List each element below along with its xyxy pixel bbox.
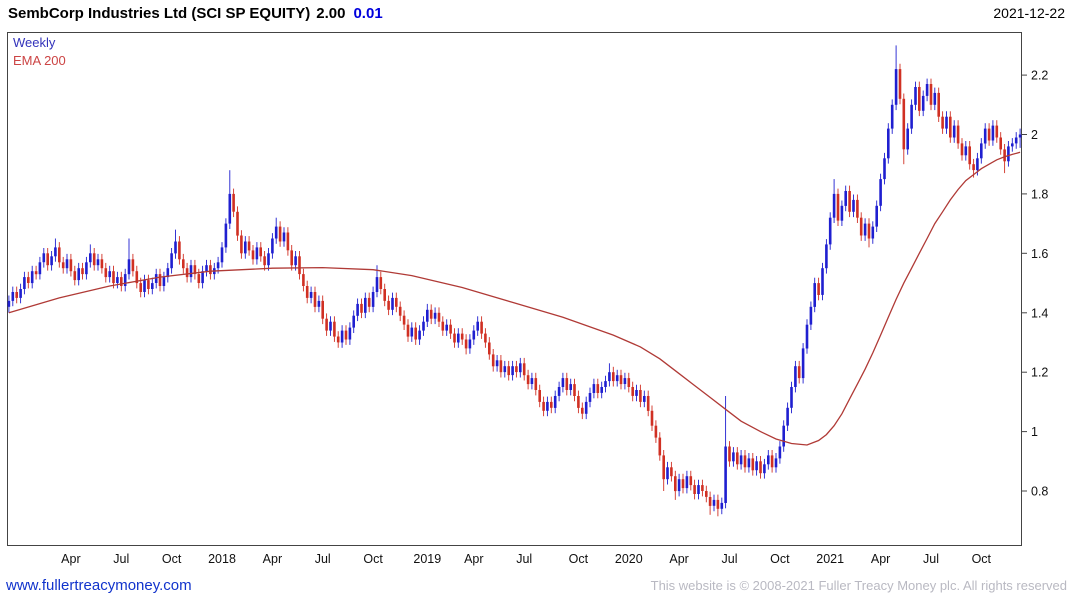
last-price: 2.00: [316, 5, 346, 22]
svg-text:2021: 2021: [816, 552, 844, 566]
chart-title-line: SembCorp Industries Ltd (SCI SP EQUITY) 2…: [8, 5, 383, 22]
svg-text:Oct: Oct: [770, 552, 790, 566]
svg-text:1.8: 1.8: [1031, 187, 1048, 201]
svg-text:0.8: 0.8: [1031, 485, 1048, 499]
svg-text:Apr: Apr: [871, 552, 890, 566]
svg-text:Jul: Jul: [516, 552, 532, 566]
price-change: 0.01: [353, 5, 383, 22]
footer: www.fullertreacymoney.com This website i…: [6, 573, 1067, 597]
svg-text:2018: 2018: [208, 552, 236, 566]
svg-text:Jul: Jul: [722, 552, 738, 566]
price-chart: 2.2 2 1.8 1.6 1.4 1.2 1 0.8 Apr Jul Oct 2018 Apr Jul O…: [7, 32, 1048, 566]
svg-text:Apr: Apr: [263, 552, 282, 566]
frequency-label: Weekly: [13, 35, 56, 50]
instrument-title: SembCorp Industries Ltd (SCI SP EQUITY): [8, 5, 311, 22]
svg-text:Jul: Jul: [315, 552, 331, 566]
svg-text:Oct: Oct: [363, 552, 383, 566]
svg-text:2: 2: [1031, 128, 1038, 142]
svg-text:Oct: Oct: [569, 552, 589, 566]
svg-text:Jul: Jul: [113, 552, 129, 566]
svg-text:Apr: Apr: [464, 552, 483, 566]
copyright-text: This website is © 2008-2021 Fuller Treac…: [650, 577, 1067, 593]
svg-text:2.2: 2.2: [1031, 69, 1048, 83]
svg-text:1: 1: [1031, 425, 1038, 439]
svg-text:1.4: 1.4: [1031, 306, 1048, 320]
svg-text:1.6: 1.6: [1031, 247, 1048, 261]
svg-text:Apr: Apr: [61, 552, 80, 566]
svg-text:Oct: Oct: [162, 552, 182, 566]
svg-text:Jul: Jul: [923, 552, 939, 566]
chart-date: 2021-12-22: [993, 5, 1065, 21]
ema-legend-label: EMA 200: [13, 53, 66, 68]
svg-text:1.2: 1.2: [1031, 366, 1048, 380]
svg-text:2019: 2019: [413, 552, 441, 566]
svg-text:Apr: Apr: [669, 552, 688, 566]
svg-text:2020: 2020: [615, 552, 643, 566]
svg-text:Oct: Oct: [972, 552, 992, 566]
chart-header: SembCorp Industries Ltd (SCI SP EQUITY) 2…: [8, 5, 1065, 22]
website-link[interactable]: www.fullertreacymoney.com: [6, 576, 192, 594]
